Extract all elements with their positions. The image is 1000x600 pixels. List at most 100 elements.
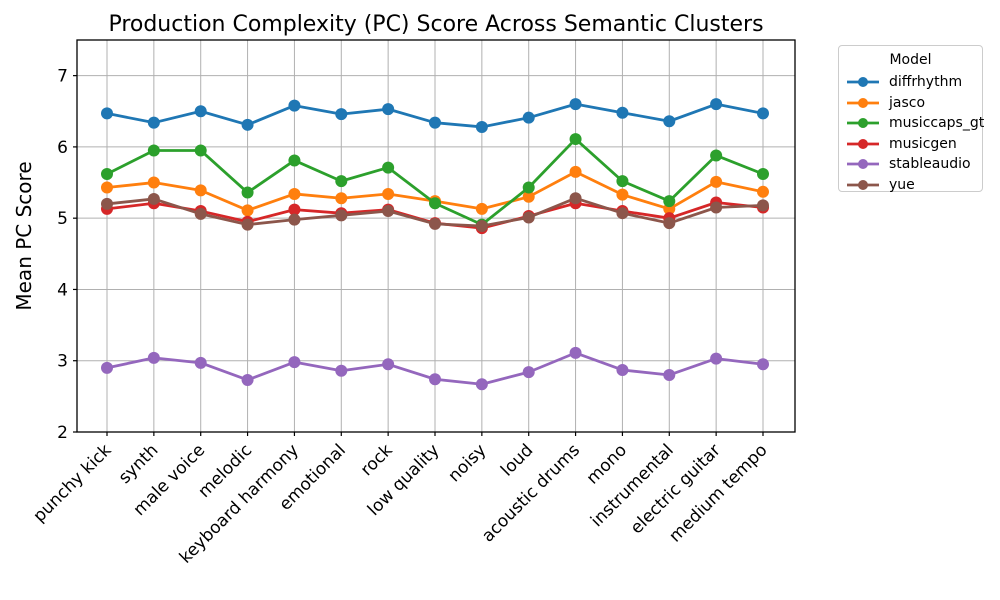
data-point-stableaudio (522, 366, 535, 379)
data-point-jasco (569, 165, 582, 178)
legend-label: stableaudio (889, 156, 971, 173)
data-point-diffrhythm (101, 107, 113, 120)
data-point-jasco (382, 187, 395, 200)
data-point-diffrhythm (428, 116, 441, 129)
data-point-jasco (475, 202, 488, 215)
data-point-diffrhythm (756, 107, 769, 120)
legend-label: diffrhythm (889, 74, 963, 91)
data-point-yue (194, 207, 207, 220)
data-point-stableaudio (756, 358, 769, 371)
data-point-stableaudio (569, 346, 582, 359)
legend-label: jasco (889, 94, 926, 111)
legend-label: musiccaps_gt (889, 115, 985, 132)
y-tick-label: 5 (57, 209, 68, 229)
data-point-yue (335, 209, 348, 222)
data-point-musiccaps_gt (710, 149, 723, 162)
data-point-stableaudio (288, 356, 301, 369)
data-point-yue (616, 207, 629, 220)
legend-line-sample-icon (847, 179, 879, 190)
data-point-musicgen (288, 203, 301, 216)
y-tick-label: 3 (57, 352, 68, 372)
data-point-yue (710, 201, 723, 214)
data-point-diffrhythm (710, 98, 723, 111)
y-tick-label: 2 (57, 423, 68, 443)
legend-item-jasco: jasco (845, 93, 976, 114)
data-point-yue (241, 218, 254, 231)
data-point-diffrhythm (663, 115, 676, 128)
data-point-diffrhythm (335, 108, 348, 121)
data-point-musiccaps_gt (101, 167, 113, 180)
data-point-yue (475, 220, 488, 233)
data-point-jasco (241, 204, 254, 217)
data-point-musiccaps_gt (616, 175, 629, 188)
data-point-diffrhythm (288, 99, 301, 112)
x-tick-label: loud (497, 440, 537, 480)
data-point-jasco (616, 188, 629, 201)
data-point-stableaudio (147, 351, 160, 364)
data-point-stableaudio (663, 368, 676, 381)
plot-border (76, 39, 796, 433)
legend-item-yue: yue (845, 175, 976, 196)
data-point-yue (147, 192, 160, 205)
data-point-stableaudio (101, 361, 113, 374)
data-point-musiccaps_gt (288, 154, 301, 167)
data-point-musiccaps_gt (382, 161, 395, 174)
data-point-yue (569, 192, 582, 205)
data-point-yue (382, 205, 395, 218)
data-point-diffrhythm (241, 118, 254, 131)
data-point-jasco (147, 176, 160, 189)
data-point-stableaudio (475, 378, 488, 391)
data-point-stableaudio (241, 373, 254, 386)
data-point-diffrhythm (382, 103, 395, 116)
data-point-musiccaps_gt (756, 167, 769, 180)
data-point-diffrhythm (194, 105, 207, 118)
data-point-yue (756, 199, 769, 212)
data-point-musiccaps_gt (147, 144, 160, 157)
data-point-yue (101, 197, 113, 210)
data-point-diffrhythm (616, 106, 629, 119)
legend-item-musiccaps_gt: musiccaps_gt (845, 113, 984, 134)
y-axis-label: Mean PC Score (12, 161, 36, 311)
legend-line-sample-icon (847, 138, 879, 149)
legend-label: musicgen (889, 135, 957, 152)
data-point-yue (288, 213, 301, 226)
data-point-jasco (101, 181, 113, 194)
data-point-stableaudio (382, 358, 395, 371)
data-point-musiccaps_gt (569, 133, 582, 146)
data-point-yue (522, 211, 535, 224)
legend-item-musicgen: musicgen (845, 134, 976, 155)
data-point-diffrhythm (147, 116, 160, 129)
legend-item-diffrhythm: diffrhythm (845, 72, 976, 93)
data-point-jasco (288, 187, 301, 200)
legend-title: Model (889, 52, 932, 68)
data-point-stableaudio (194, 356, 207, 369)
y-tick-label: 4 (57, 280, 68, 300)
data-point-stableaudio (335, 364, 348, 377)
legend-item-stableaudio: stableaudio (845, 154, 976, 175)
data-point-musiccaps_gt (428, 197, 441, 210)
data-point-yue (663, 217, 676, 230)
legend-line-sample-icon (847, 77, 879, 88)
data-point-musiccaps_gt (241, 186, 254, 199)
data-point-jasco (756, 185, 769, 198)
x-tick-label: rock (357, 440, 397, 480)
legend-label: yue (889, 176, 915, 193)
data-point-diffrhythm (569, 98, 582, 111)
x-tick-label: noisy (445, 440, 491, 486)
data-point-musiccaps_gt (335, 175, 348, 188)
data-point-jasco (522, 190, 535, 203)
legend-items: diffrhythm jasco musiccaps_gt musicgen stabl… (845, 72, 984, 196)
x-tick-label: punchy kick (29, 440, 115, 526)
data-point-jasco (194, 184, 207, 197)
legend-line-sample-icon (847, 97, 879, 108)
data-point-stableaudio (710, 352, 723, 365)
y-tick-label: 6 (57, 138, 68, 158)
chart-title: Production Complexity (PC) Score Across … (108, 12, 764, 37)
data-point-musiccaps_gt (522, 181, 535, 194)
legend-line-sample-icon (847, 118, 879, 129)
data-point-jasco (710, 175, 723, 188)
data-point-diffrhythm (522, 111, 535, 124)
y-tick-label: 7 (57, 67, 68, 87)
legend-line-sample-icon (847, 159, 879, 170)
